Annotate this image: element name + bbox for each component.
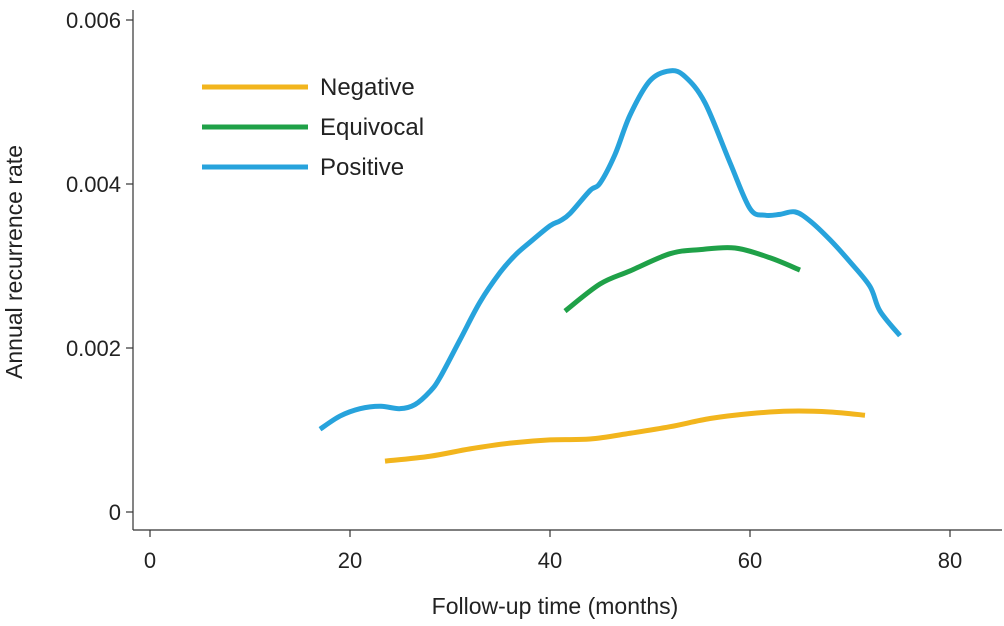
legend-label-positive: Positive [320, 154, 404, 181]
series-line-negative [384, 408, 866, 464]
x-tick-label: 60 [738, 548, 762, 573]
series-line-positive [318, 68, 902, 432]
legend: Negative Equivocal Positive [202, 74, 424, 181]
legend-label-equivocal: Equivocal [320, 114, 424, 141]
x-tick-label: 20 [338, 548, 362, 573]
x-axis-title: Follow-up time (months) [432, 593, 679, 619]
plot-area [318, 68, 902, 464]
x-tick-label: 80 [938, 548, 962, 573]
y-tick-label: 0.006 [66, 8, 121, 33]
series-line-equivocal [563, 245, 801, 314]
x-tick-label: 0 [144, 548, 156, 573]
tick-labels: 0 20 40 60 80 0 0.002 0.004 0.006 [66, 8, 962, 573]
y-axis-title: Annual recurrence rate [1, 145, 27, 379]
y-tick-label: 0.004 [66, 172, 121, 197]
legend-label-negative: Negative [320, 74, 415, 101]
x-tick-label: 40 [538, 548, 562, 573]
y-tick-label: 0.002 [66, 336, 121, 361]
axes [126, 10, 1002, 537]
y-tick-label: 0 [109, 500, 121, 525]
